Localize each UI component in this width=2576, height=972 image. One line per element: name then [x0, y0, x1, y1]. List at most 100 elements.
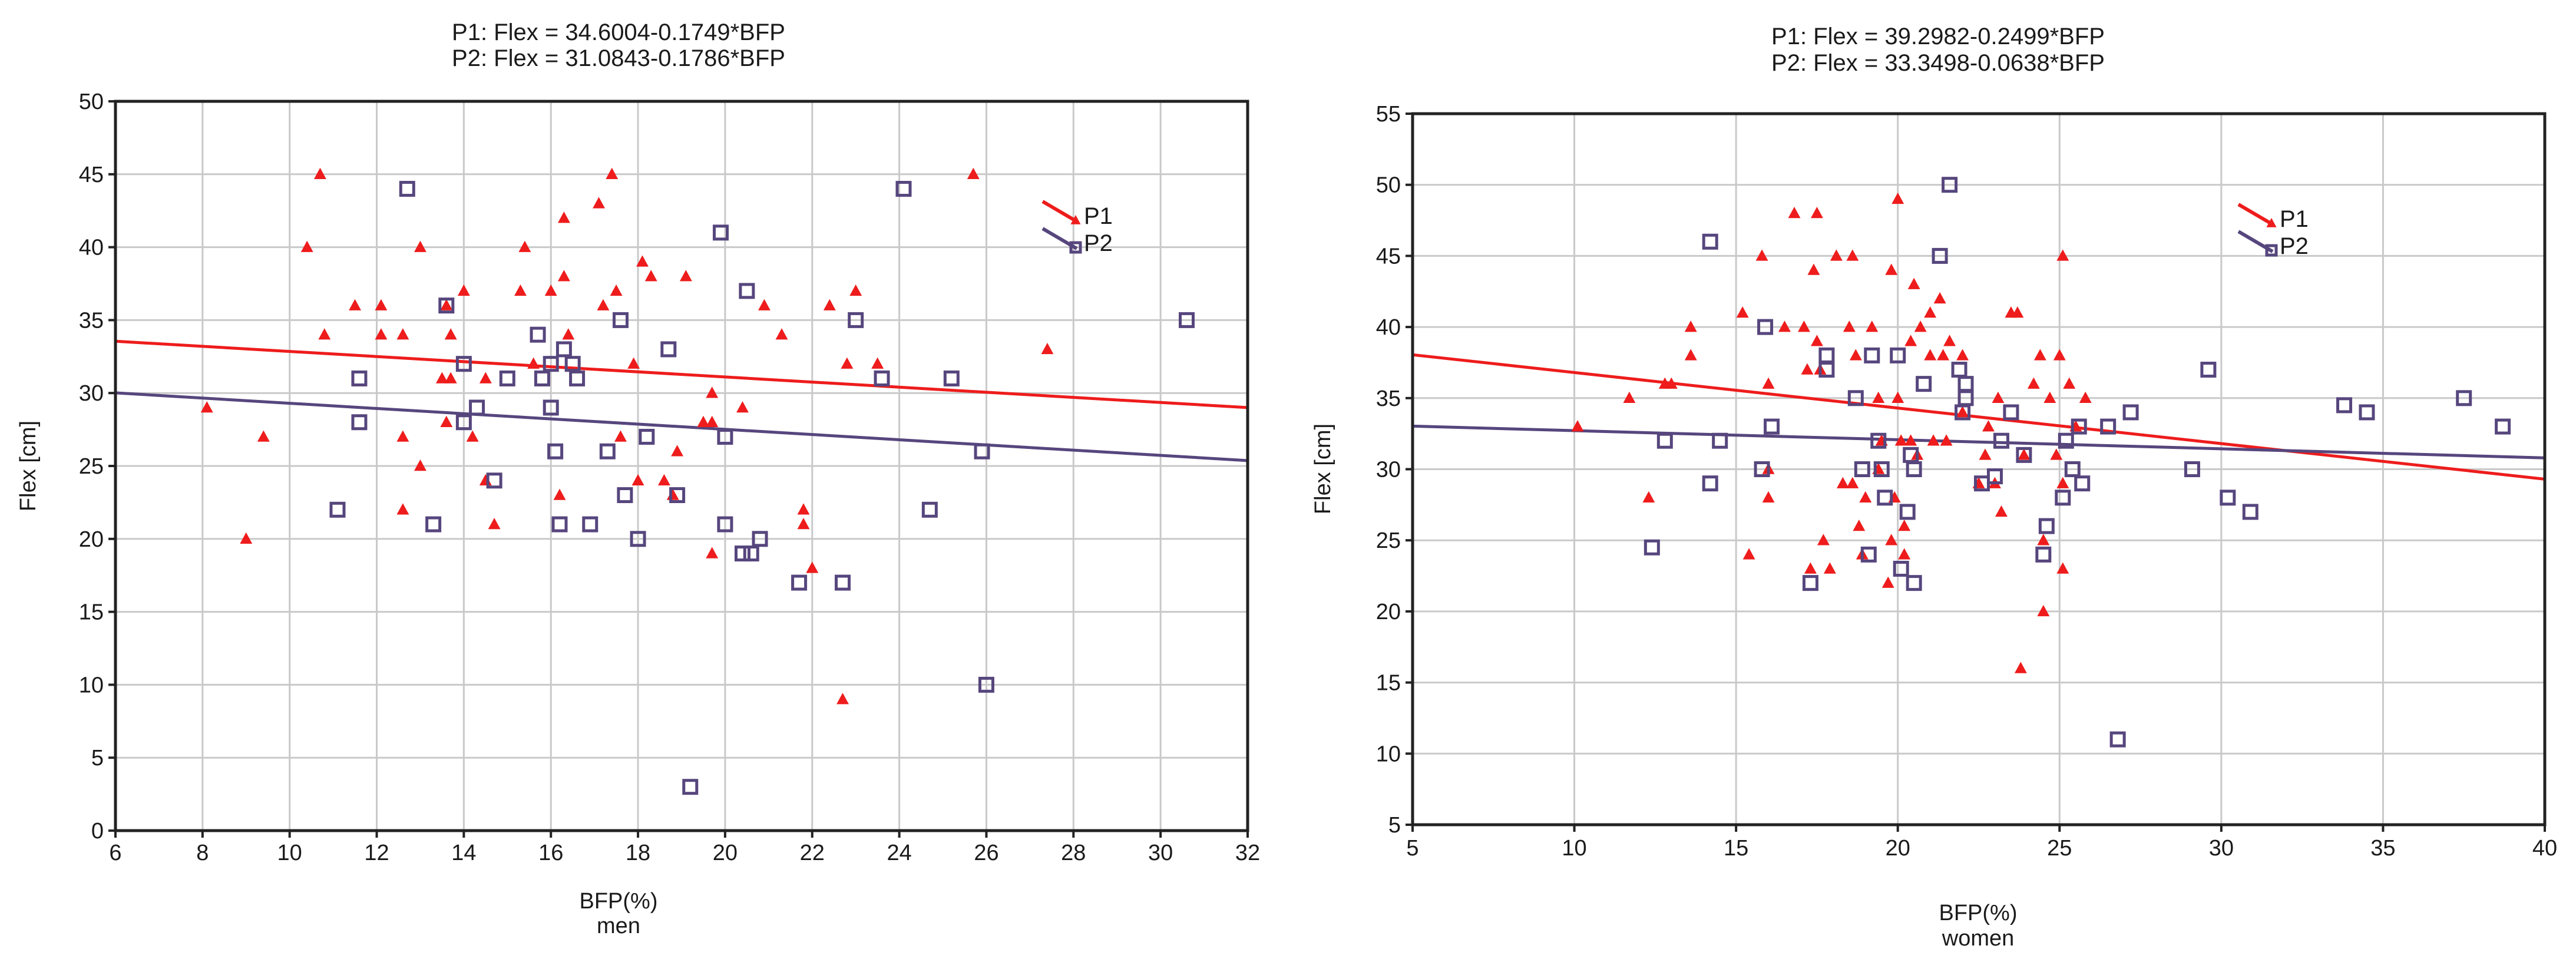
point-p2	[1864, 347, 1880, 363]
point-p2	[351, 370, 368, 386]
point-p2	[351, 414, 368, 431]
point-p1	[1859, 491, 1872, 503]
point-p1	[1892, 391, 1904, 404]
point-p2	[1906, 461, 1922, 477]
point-p1	[806, 561, 819, 573]
point-p1	[706, 415, 719, 427]
fit-line-p1	[1412, 353, 2545, 481]
point-p1	[414, 459, 426, 471]
x-tick-label: 22	[800, 841, 825, 865]
x-tick-label: 28	[1061, 841, 1086, 865]
point-p1	[1642, 491, 1655, 503]
point-p1	[1892, 192, 1904, 204]
point-p1	[823, 299, 836, 310]
point-p1	[562, 328, 575, 340]
point-p2	[848, 312, 864, 328]
point-p2	[682, 779, 699, 795]
point-p1	[1885, 534, 1898, 545]
point-p1	[375, 299, 388, 310]
point-p1	[2056, 249, 2069, 261]
point-p1	[1924, 349, 1937, 361]
y-tick-label: 10	[1376, 742, 1401, 766]
point-p2	[534, 370, 550, 386]
chart-women-x-axis-label: BFP(%)	[1939, 901, 2018, 925]
point-p1	[2014, 662, 2027, 673]
point-p2	[1754, 461, 1770, 477]
point-p1	[313, 167, 326, 180]
point-p1	[1933, 292, 1946, 304]
y-tick-label: 40	[1376, 315, 1401, 340]
point-p1	[1872, 391, 1885, 404]
point-p1	[849, 284, 862, 296]
point-p2	[2055, 490, 2071, 506]
point-p2	[874, 370, 890, 386]
y-tick-label: 45	[1376, 244, 1401, 269]
point-p1	[1830, 249, 1843, 261]
point-p2	[1932, 247, 1948, 264]
point-p1	[636, 255, 649, 267]
point-p2	[486, 472, 502, 489]
point-p2	[1764, 418, 1780, 435]
point-p1	[318, 328, 331, 340]
point-p1	[1898, 548, 1911, 560]
point-p2	[425, 516, 442, 533]
legend-label-p1: P1	[1084, 203, 1113, 229]
point-p2	[555, 341, 572, 358]
x-tick-label: 26	[974, 841, 998, 865]
point-p1	[1904, 434, 1917, 446]
point-p1	[1836, 477, 1849, 488]
point-p1	[1937, 349, 1950, 361]
point-p1	[2063, 377, 2076, 389]
point-p1	[1943, 335, 1956, 346]
point-p2	[1702, 475, 1718, 492]
point-p1	[1804, 562, 1817, 574]
point-p2	[2456, 390, 2472, 406]
point-p2	[2200, 362, 2217, 378]
point-p1	[1956, 405, 1969, 418]
point-p1	[797, 503, 810, 515]
point-p2	[547, 443, 564, 459]
point-p1	[644, 270, 657, 282]
point-p2	[329, 501, 346, 518]
x-tick-label: 5	[1406, 836, 1418, 861]
point-p1	[1927, 434, 1940, 446]
point-p1	[396, 503, 409, 515]
point-p1	[444, 372, 457, 383]
x-tick-label: 35	[2370, 836, 2395, 861]
chart-women-x-ticks: 5 10 15 20 25 30 35 40	[1406, 825, 2557, 861]
point-p1	[871, 357, 884, 369]
point-p1	[593, 197, 605, 209]
point-p2	[438, 297, 455, 314]
point-p2	[1899, 504, 1916, 520]
point-p2	[399, 181, 415, 197]
y-tick-label: 55	[1376, 102, 1401, 127]
y-tick-label: 15	[79, 600, 104, 625]
point-p1	[1823, 562, 1836, 574]
legend-line-p1	[1041, 200, 1078, 223]
chart-women-title-line-1: P1: Flex = 39.2982-0.2499*BFP	[1771, 24, 2105, 49]
point-p1	[200, 401, 213, 413]
y-tick-label: 50	[1376, 173, 1401, 198]
point-p2	[2058, 432, 2074, 449]
y-tick-label: 25	[79, 454, 104, 479]
x-tick-label: 30	[1148, 841, 1173, 865]
chart-men-y-ticks: 0 5 10 15 20 25 30 35 40 45 50	[79, 90, 115, 844]
point-p2	[2359, 404, 2375, 421]
point-p1	[2037, 604, 2050, 617]
chart-women-y-axis-label: Flex [cm]	[1311, 424, 1335, 514]
point-p2	[2495, 418, 2511, 435]
point-p2	[543, 356, 559, 372]
point-p1	[553, 488, 566, 500]
chart-men-title-line-2: P2: Flex = 31.0843-0.1786*BFP	[452, 45, 785, 71]
point-p1	[2033, 349, 2046, 361]
legend-marker-p2	[2265, 244, 2278, 257]
point-p2	[2003, 404, 2019, 421]
point-p1	[444, 328, 457, 340]
x-tick-label: 24	[887, 841, 911, 865]
chart-men: P1: Flex = 34.6004-0.1749*BFP P2: Flex =…	[16, 19, 1260, 938]
point-p1	[836, 693, 849, 705]
point-p1	[1762, 377, 1775, 389]
point-p2	[2336, 397, 2353, 414]
